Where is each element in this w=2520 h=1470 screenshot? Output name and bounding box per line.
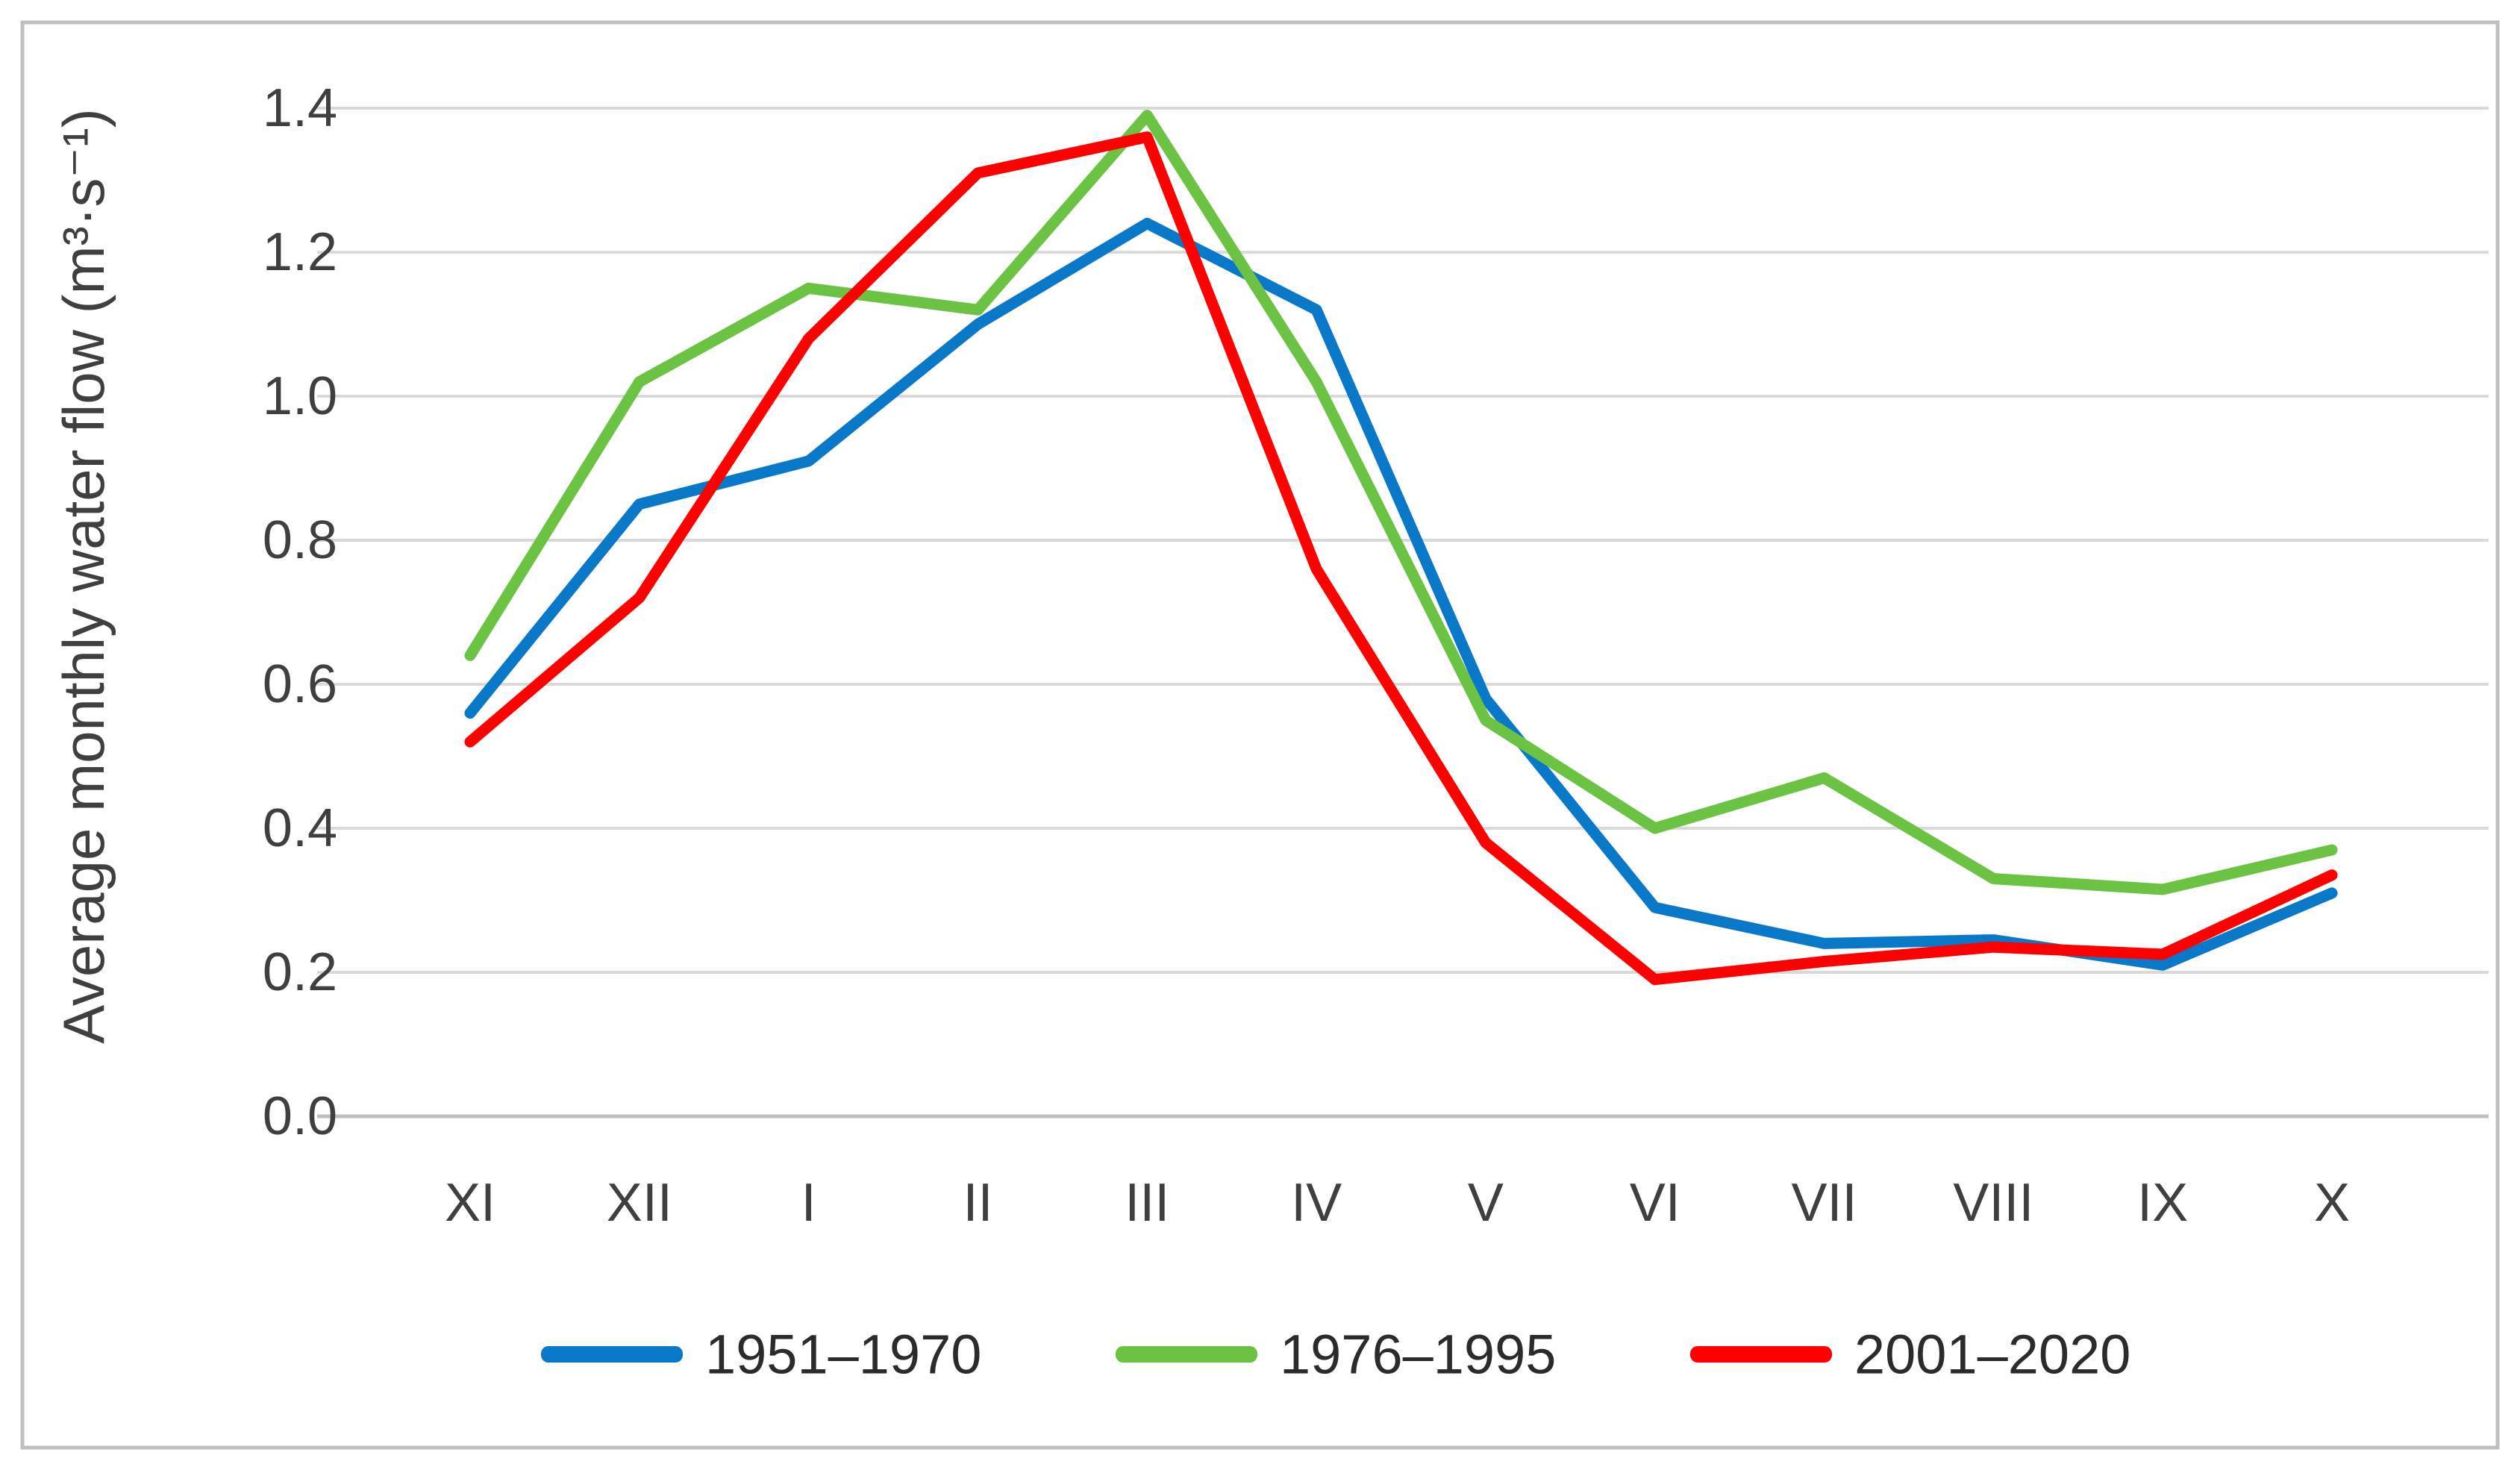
legend-label-1: 1976–1995 [1280,1324,1556,1386]
legend-label-0: 1951–1970 [705,1324,981,1386]
y-tick-label: 0.4 [263,798,337,858]
x-tick-label: I [801,1173,816,1233]
x-tick-label: VII [1792,1173,1857,1233]
x-tick-label: XII [607,1173,672,1233]
y-tick-label: 0.8 [263,510,337,570]
x-tick-label: V [1468,1173,1504,1233]
x-tick-label: IX [2137,1173,2188,1233]
x-tick-label: VIII [1953,1173,2033,1233]
x-tick-label: VI [1630,1173,1680,1233]
y-axis-title: Average monthly water flow (m³·s⁻¹) [51,108,116,1043]
y-tick-label: 1.2 [263,222,337,282]
x-tick-label: X [2314,1173,2350,1233]
legend-swatch-0 [541,1346,683,1363]
x-tick-label: III [1125,1173,1169,1233]
y-tick-label: 1.4 [263,78,337,138]
x-tick-label: IV [1291,1173,1342,1233]
y-tick-label: 0.0 [263,1086,337,1146]
series-line-1 [464,110,2338,895]
figure-border [20,20,2500,1450]
legend-label-2: 2001–2020 [1854,1324,2130,1386]
y-tick-label: 1.0 [263,366,337,426]
y-tick-label: 0.6 [263,654,337,714]
x-tick-label: XI [445,1173,495,1233]
y-tick-label: 0.2 [263,942,337,1002]
legend-swatch-1 [1116,1346,1257,1363]
series-line-2 [464,131,2338,986]
legend-swatch-2 [1690,1346,1832,1363]
x-tick-label: II [963,1173,992,1233]
